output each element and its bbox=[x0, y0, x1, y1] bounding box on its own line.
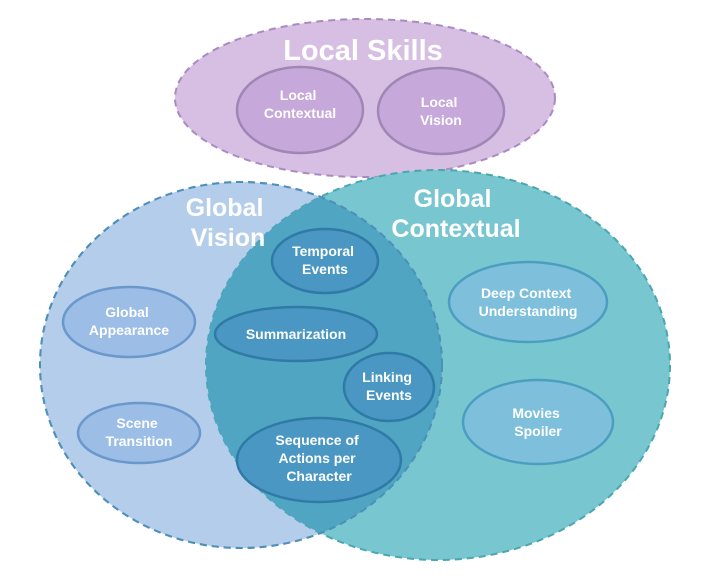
deep-context-node bbox=[447, 260, 609, 344]
global-vision-outline bbox=[39, 181, 443, 549]
local-contextual-line-1: Local bbox=[280, 87, 317, 103]
local-vision-node bbox=[376, 66, 506, 156]
sequence-actions-label: Sequence of Actions per Character bbox=[275, 432, 362, 484]
movies-spoiler-label: Movies Spoiler bbox=[512, 405, 563, 439]
temporal-events-label: Temporal Events bbox=[292, 243, 358, 277]
global-vision-title: Global Vision bbox=[186, 194, 271, 252]
deep-context-label: Deep Context Understanding bbox=[479, 285, 578, 319]
global-contextual-title-line-1: Global bbox=[414, 185, 492, 213]
temporal-events-node bbox=[270, 227, 380, 295]
linking-events-line-1: Linking bbox=[362, 369, 412, 385]
movies-spoiler-line-2: Spoiler bbox=[514, 423, 562, 439]
global-vision-title-line-2: Vision bbox=[191, 224, 266, 252]
deep-context-line-2: Understanding bbox=[479, 303, 578, 319]
sequence-actions-line-3: Character bbox=[286, 468, 352, 484]
movies-spoiler-line-1: Movies bbox=[512, 405, 560, 421]
deep-context-line-1: Deep Context bbox=[481, 285, 572, 301]
sequence-actions-line-1: Sequence of bbox=[275, 432, 359, 448]
local-vision-line-1: Local bbox=[421, 94, 458, 110]
local-skills-title: Local Skills bbox=[283, 35, 443, 67]
scene-transition-node bbox=[76, 401, 202, 465]
global-appearance-label: Global Appearance bbox=[89, 304, 169, 338]
summarization-label: Summarization bbox=[246, 326, 346, 342]
global-contextual-title: Global Contextual bbox=[391, 185, 520, 243]
global-appearance-node bbox=[61, 285, 197, 359]
temporal-events-line-2: Events bbox=[302, 261, 348, 277]
local-contextual-node bbox=[235, 65, 365, 155]
summarization-node bbox=[213, 305, 379, 363]
scene-transition-line-1: Scene bbox=[116, 415, 157, 431]
scene-transition-line-2: Transition bbox=[106, 433, 173, 449]
temporal-events-line-1: Temporal bbox=[292, 243, 354, 259]
global-appearance-line-2: Appearance bbox=[89, 322, 169, 338]
linking-events-label: Linking Events bbox=[362, 369, 416, 403]
linking-events-line-2: Events bbox=[366, 387, 412, 403]
local-contextual-label: Local Contextual bbox=[264, 87, 336, 121]
scene-transition-label: Scene Transition bbox=[106, 415, 173, 449]
linking-events-node bbox=[342, 351, 436, 423]
global-vision-title-line-1: Global bbox=[186, 194, 264, 222]
global-contextual-title-line-2: Contextual bbox=[391, 215, 520, 243]
global-appearance-line-1: Global bbox=[105, 304, 149, 320]
movies-spoiler-node bbox=[461, 378, 615, 466]
local-vision-label: Local Vision bbox=[420, 94, 462, 128]
sequence-actions-node bbox=[235, 416, 403, 504]
sequence-actions-line-2: Actions per bbox=[279, 450, 357, 466]
local-vision-line-2: Vision bbox=[420, 112, 462, 128]
local-contextual-line-2: Contextual bbox=[264, 105, 336, 121]
